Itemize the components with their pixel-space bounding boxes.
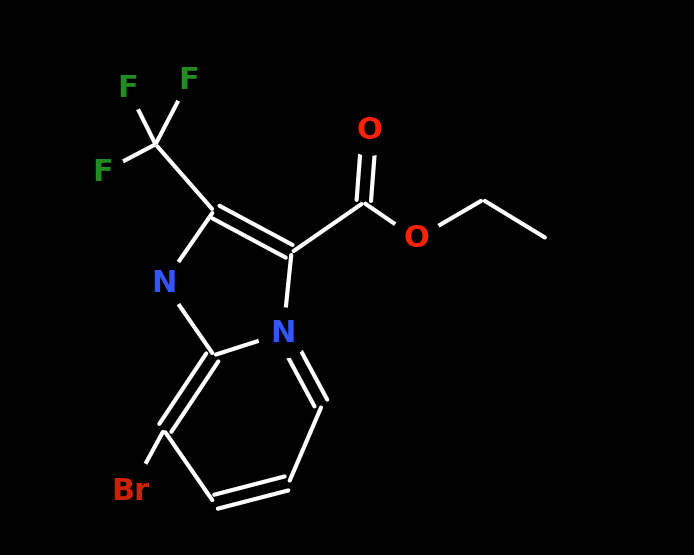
Circle shape xyxy=(81,150,125,194)
Text: O: O xyxy=(403,224,430,253)
Circle shape xyxy=(258,308,308,358)
Text: N: N xyxy=(151,269,176,297)
Circle shape xyxy=(139,258,189,308)
Text: O: O xyxy=(356,116,382,145)
Circle shape xyxy=(344,105,394,155)
Text: F: F xyxy=(117,74,138,103)
Text: F: F xyxy=(178,66,199,95)
Text: F: F xyxy=(92,158,113,186)
Circle shape xyxy=(391,214,441,264)
Text: N: N xyxy=(271,319,296,347)
Circle shape xyxy=(100,461,161,522)
Circle shape xyxy=(167,58,211,103)
Circle shape xyxy=(105,67,150,111)
Text: Br: Br xyxy=(112,477,150,506)
